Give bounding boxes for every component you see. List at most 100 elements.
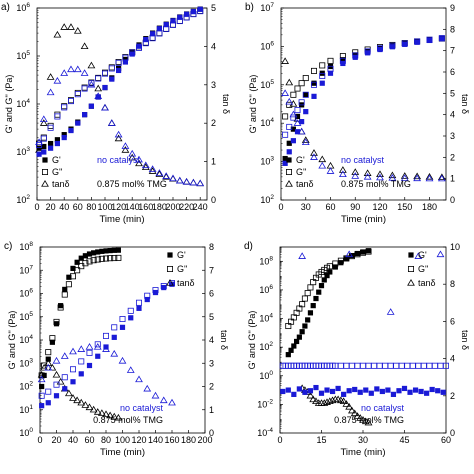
data-point	[313, 384, 319, 391]
data-point	[364, 418, 373, 426]
data-point	[82, 112, 88, 118]
legend-marker	[167, 252, 173, 258]
data-point	[86, 251, 93, 257]
data-point	[45, 388, 52, 395]
data-point	[343, 256, 349, 262]
data-point	[48, 140, 54, 147]
data-point	[151, 391, 160, 399]
data-point	[354, 362, 361, 369]
data-point	[88, 80, 95, 87]
data-point	[352, 386, 358, 393]
x-tick-label: 90	[350, 202, 360, 212]
data-point	[170, 18, 176, 24]
data-point	[319, 72, 326, 79]
data-point	[396, 388, 402, 394]
y2-tick-label: 5	[450, 88, 455, 98]
data-point	[101, 103, 109, 111]
series-4	[279, 362, 449, 369]
data-point	[54, 113, 61, 120]
data-point	[323, 398, 331, 405]
y2-tick-label: 3	[450, 131, 455, 141]
data-point	[387, 362, 394, 369]
data-point	[102, 410, 110, 418]
data-point	[74, 89, 81, 96]
data-point	[75, 120, 81, 126]
series-2	[298, 384, 373, 426]
data-point	[401, 40, 408, 47]
data-point	[404, 362, 411, 369]
data-point	[45, 356, 51, 362]
data-point	[136, 43, 142, 49]
data-point	[343, 362, 350, 369]
y2-tick-label: 3	[209, 358, 214, 368]
data-point	[339, 397, 348, 405]
plot-frame	[280, 7, 447, 201]
data-point	[327, 65, 334, 72]
data-point	[169, 281, 175, 287]
data-point	[338, 170, 347, 178]
data-point	[296, 386, 302, 392]
data-point	[40, 363, 49, 371]
y-tick-label: 106	[16, 2, 30, 13]
legend-label: tanδ	[52, 179, 70, 189]
y2-tick-label: 1	[209, 405, 214, 415]
x-tick-label: 220	[179, 202, 194, 212]
data-point	[70, 265, 76, 272]
data-point	[73, 65, 82, 73]
data-point	[377, 46, 383, 53]
data-point	[81, 401, 90, 408]
data-point	[61, 134, 67, 141]
data-point	[307, 388, 314, 394]
x-tick-label: 60	[73, 202, 83, 212]
legend-label: G''	[177, 264, 188, 274]
data-point	[93, 342, 102, 350]
legend-label: G''	[418, 264, 429, 274]
data-point	[143, 384, 152, 392]
data-point	[86, 349, 93, 356]
data-point	[363, 169, 372, 176]
data-point	[425, 172, 434, 180]
data-point	[62, 286, 68, 293]
data-point	[282, 131, 289, 138]
x-tick-label: 200	[197, 435, 212, 445]
series-3	[39, 281, 175, 409]
data-point	[122, 54, 129, 61]
data-point	[177, 14, 183, 20]
data-point	[310, 153, 318, 160]
y-tick-label: 108	[259, 255, 273, 266]
data-point	[168, 280, 175, 287]
data-point	[339, 57, 346, 64]
legend-label: no catalyst	[361, 403, 405, 413]
data-point	[116, 67, 122, 74]
legend-marker	[166, 265, 173, 272]
panel-label: d)	[244, 241, 253, 252]
y2-axis-title: tan δ	[221, 94, 231, 114]
data-point	[299, 329, 305, 335]
x-tick-label: 0	[34, 202, 39, 212]
legend-marker	[41, 180, 49, 187]
data-point	[118, 356, 127, 364]
data-point	[339, 53, 346, 60]
legend-label: G'	[418, 250, 427, 260]
data-point	[332, 264, 338, 270]
data-point	[107, 255, 114, 262]
data-point	[345, 402, 354, 410]
data-point	[286, 101, 293, 108]
data-point	[307, 310, 314, 316]
data-point	[328, 396, 337, 404]
x-tick-label: 0	[277, 435, 282, 445]
data-point	[61, 103, 68, 110]
data-point	[290, 114, 297, 121]
data-point	[60, 69, 69, 76]
data-point	[108, 65, 115, 72]
data-point	[80, 42, 89, 50]
data-point	[101, 103, 109, 111]
y2-tick-label: 2	[209, 382, 214, 392]
data-point	[414, 38, 421, 45]
y-tick-label: 106	[259, 284, 273, 295]
y2-tick-label: 7	[209, 265, 214, 275]
data-point	[107, 119, 116, 126]
data-point	[141, 161, 150, 169]
data-point	[437, 174, 446, 182]
